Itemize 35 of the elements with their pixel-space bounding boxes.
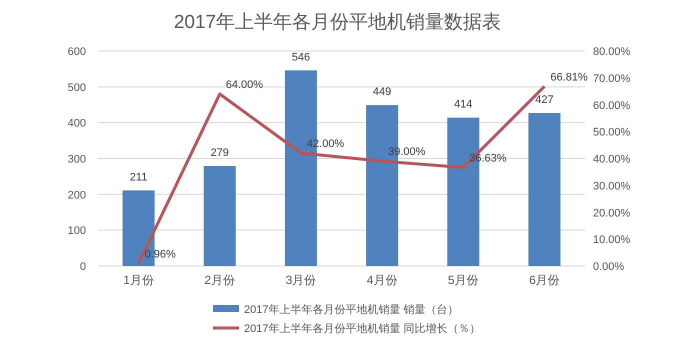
data-label: 64.00% [226, 79, 264, 91]
legend-label: 2017年上半年各月份平地机销量 销量（台） [244, 303, 459, 316]
x-tick-label: 2月份 [204, 273, 236, 287]
x-tick-label: 1月份 [123, 273, 154, 287]
y2-tick-label: 20.00% [593, 207, 631, 220]
x-tick-label: 3月份 [286, 273, 316, 287]
x-tick-label: 5月份 [448, 273, 479, 287]
data-label: 414 [454, 98, 472, 111]
y2-tick-label: 10.00% [593, 234, 631, 246]
x-tick-label: 4月份 [366, 273, 398, 287]
y2-tick-label: 40.00% [593, 154, 631, 166]
y2-tick-label: 60.00% [593, 100, 631, 112]
y-tick-label: 400 [68, 118, 86, 130]
x-tick-label: 6月份 [529, 273, 560, 287]
y2-tick-label: 70.00% [593, 72, 631, 85]
data-label: 211 [130, 171, 148, 184]
y-tick-label: 500 [68, 82, 86, 94]
y2-tick-label: 0.00% [593, 261, 624, 273]
y-tick-label: 0 [80, 261, 86, 273]
legend-label: 2017年上半年各月份平地机销量 同比增长（％） [244, 322, 481, 335]
data-label: 546 [292, 51, 310, 64]
chart-title: 2017年上半年各月份平地机销量数据表 [174, 12, 502, 33]
y-tick-label: 600 [68, 46, 86, 58]
y2-tick-label: 50.00% [593, 126, 631, 139]
bar [528, 112, 560, 266]
data-label: 279 [210, 147, 229, 160]
y2-tick-label: 80.00% [593, 46, 631, 58]
y-tick-label: 200 [68, 189, 86, 202]
y2-tick-label: 30.00% [593, 180, 631, 192]
bar [204, 166, 236, 266]
data-label: 427 [535, 94, 554, 106]
y-tick-label: 300 [68, 154, 86, 166]
data-label: 66.81% [550, 71, 588, 84]
y-tick-label: 100 [68, 225, 86, 238]
data-label: 449 [372, 86, 392, 98]
